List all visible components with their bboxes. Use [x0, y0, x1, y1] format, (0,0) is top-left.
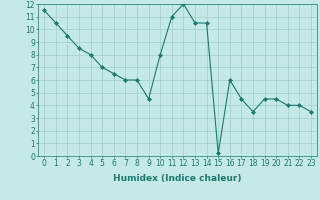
X-axis label: Humidex (Indice chaleur): Humidex (Indice chaleur)	[113, 174, 242, 183]
